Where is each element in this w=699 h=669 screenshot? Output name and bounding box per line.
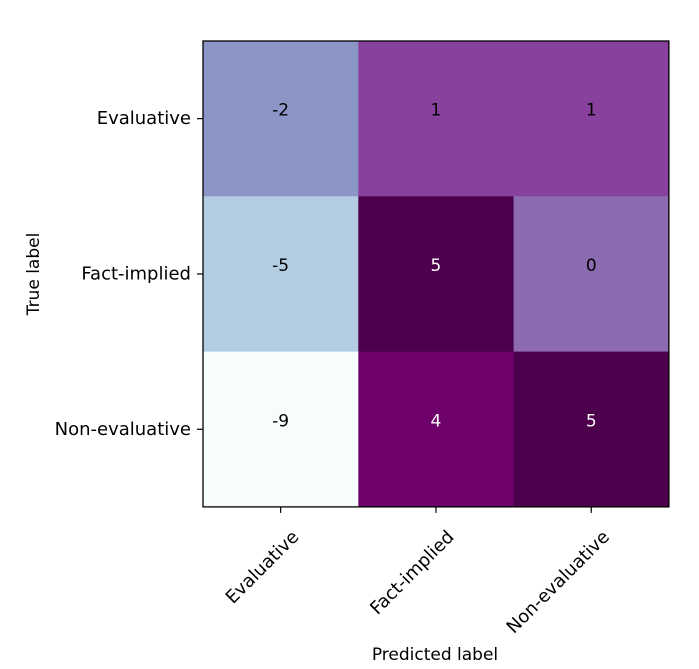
x-tick-label: Evaluative [222, 527, 304, 609]
heatmap-cell [358, 41, 515, 197]
cell-value-label: 5 [586, 411, 597, 431]
y-axis-ticks: Evaluative Fact-implied Non-evaluative [55, 108, 203, 440]
cell-value-label: 1 [586, 101, 597, 121]
x-tick-label: Fact-implied [366, 527, 458, 619]
y-tick-label: Fact-implied [81, 263, 191, 284]
x-axis-title: Predicted label [372, 645, 498, 665]
cell-value-label: 5 [431, 256, 442, 276]
heatmap-cell [358, 196, 515, 353]
x-axis-ticks: Evaluative Fact-implied Non-evaluative [222, 506, 614, 638]
heatmap-cell [513, 351, 670, 508]
cell-value-label: -9 [272, 411, 289, 431]
y-axis-title: True label [24, 233, 44, 317]
x-tick-label: Non-evaluative [503, 527, 614, 638]
heatmap-cell [358, 351, 515, 508]
heatmap-cell-labels: -2 1 1 -5 5 0 -9 4 5 [272, 101, 596, 432]
heatmap-cell [203, 41, 359, 197]
y-tick-label: Evaluative [97, 108, 191, 129]
heatmap-cells [203, 41, 670, 508]
cell-value-label: 0 [586, 256, 597, 276]
heatmap-cell [513, 196, 670, 353]
cell-value-label: -2 [272, 101, 289, 121]
cell-value-label: 4 [431, 411, 442, 431]
cell-value-label: -5 [272, 256, 289, 276]
heatmap-cell [203, 196, 359, 353]
cell-value-label: 1 [431, 101, 442, 121]
y-tick-label: Non-evaluative [55, 419, 191, 440]
heatmap-cell [203, 351, 359, 508]
heatmap-cell [513, 41, 670, 197]
